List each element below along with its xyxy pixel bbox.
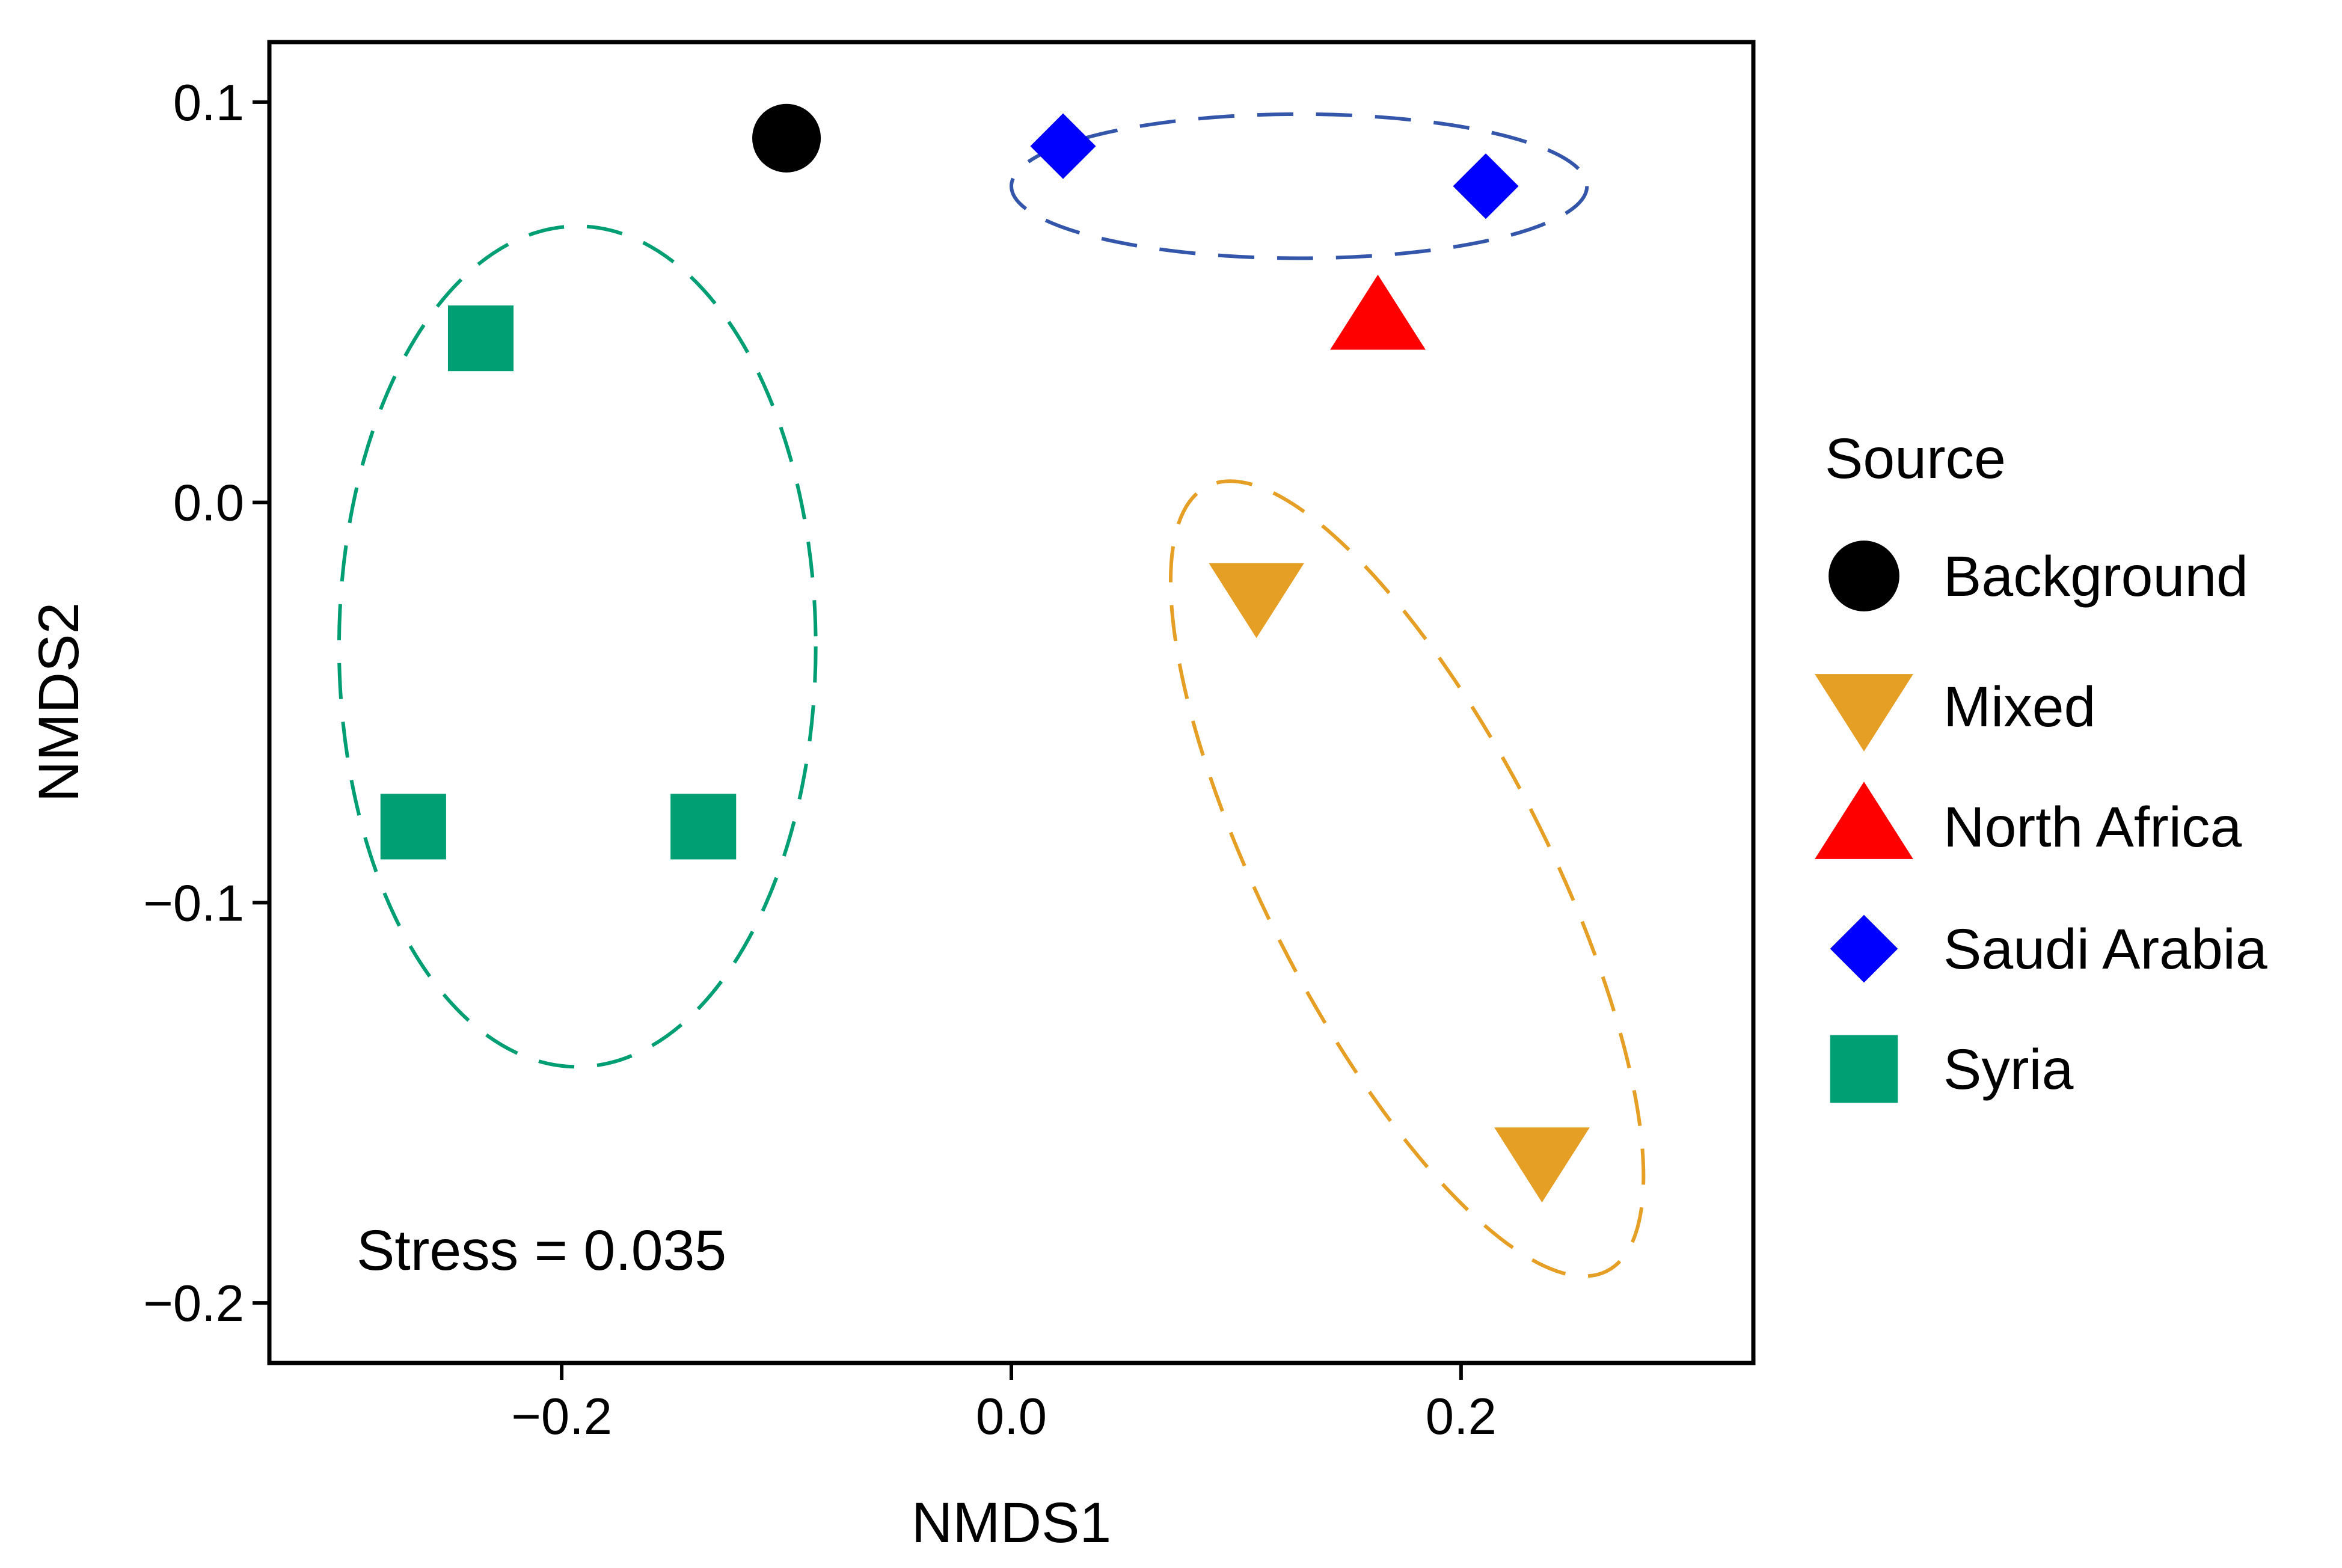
legend-item-mixed: Mixed <box>1815 674 2095 752</box>
legend-item-saudi-arabia: Saudi Arabia <box>1830 914 2267 983</box>
ellipse-saudi-arabia <box>1009 112 1589 260</box>
point-syria <box>447 305 514 372</box>
group-ellipses <box>337 112 1646 1278</box>
stress-annotation: Stress = 0.035 <box>357 1219 726 1282</box>
legend-title: Source <box>1825 427 2006 491</box>
legend-symbol-saudi-arabia <box>1830 914 1898 983</box>
y-axis-label: NMDS2 <box>27 602 91 803</box>
y-tick-label: −0.1 <box>143 875 244 932</box>
x-axis-label: NMDS1 <box>912 1491 1112 1555</box>
x-axis-ticks: −0.2 0.0 0.2 <box>511 1363 1497 1445</box>
legend-label: Mixed <box>1943 675 2095 739</box>
point-mixed <box>1209 563 1304 639</box>
legend-symbol-background <box>1829 541 1899 611</box>
legend-label: Syria <box>1943 1038 2074 1101</box>
y-tick-label: −0.2 <box>143 1275 244 1332</box>
y-tick-label: 0.0 <box>173 475 244 532</box>
legend-item-background: Background <box>1829 541 2248 611</box>
legend-symbol-syria <box>1830 1035 1898 1103</box>
x-tick-label: 0.2 <box>1426 1388 1497 1445</box>
x-tick-label: −0.2 <box>511 1388 612 1445</box>
legend-item-syria: Syria <box>1830 1035 2074 1103</box>
legend-symbol-north-africa <box>1815 782 1913 859</box>
point-mixed <box>1494 1127 1590 1203</box>
y-tick-label: 0.1 <box>173 75 244 132</box>
legend-entries: Background Mixed North Africa Saudi Arabia S… <box>1815 541 2267 1103</box>
ellipse-syria <box>337 224 818 1069</box>
x-tick-label: 0.0 <box>976 1388 1047 1445</box>
data-points <box>380 103 1590 1203</box>
point-background <box>752 103 821 173</box>
legend-symbol-mixed <box>1815 674 1913 752</box>
legend-item-north-africa: North Africa <box>1815 782 2242 859</box>
legend-label: Saudi Arabia <box>1943 917 2267 981</box>
point-saudi-arabia <box>1453 153 1519 219</box>
point-syria <box>380 794 446 860</box>
legend-label: North Africa <box>1943 795 2242 859</box>
point-saudi-arabia <box>1030 113 1096 179</box>
ellipse-mixed <box>1168 479 1646 1278</box>
legend: Source Background Mixed North Africa Saudi … <box>1815 427 2267 1103</box>
point-syria <box>670 794 737 860</box>
point-north-africa <box>1330 274 1426 350</box>
y-axis-ticks: 0.1 0.0 −0.1 −0.2 <box>143 75 269 1332</box>
legend-label: Background <box>1943 545 2248 608</box>
